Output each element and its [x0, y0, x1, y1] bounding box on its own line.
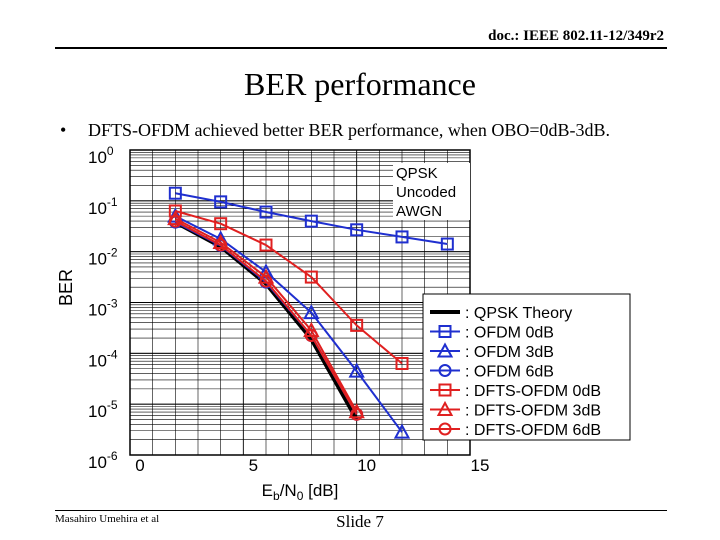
y-tick-label: 10-4: [88, 347, 118, 370]
annotation-text: Uncoded: [396, 184, 456, 201]
series-line: [174, 215, 403, 433]
data-point: [395, 230, 409, 244]
legend-label: : OFDM 0dB: [465, 325, 554, 342]
data-point: [304, 270, 318, 284]
chart-series: [167, 186, 454, 439]
annotation-box: [393, 163, 470, 220]
data-point: [168, 214, 182, 228]
data-point: [167, 210, 184, 226]
annotation-text: QPSK: [396, 165, 438, 182]
chart-legend: : QPSK Theory : OFDM 0dB : OFDM 3dB : OFDM …: [422, 293, 631, 441]
legend-marker: [436, 342, 454, 358]
legend-marker: [438, 325, 452, 338]
chart-axes: 100 10-1 10-2 10-3 10-4 10-5 10-6 0 5 10 15 BER Eb/N…: [56, 144, 489, 503]
data-point: [259, 238, 273, 252]
data-point: [259, 274, 273, 288]
legend-label: : DFTS-OFDM 3dB: [465, 403, 601, 420]
chart-annotation: QPSK Uncoded AWGN: [393, 163, 470, 220]
series-line: [175, 210, 403, 365]
data-point: [303, 304, 320, 320]
data-point: [348, 403, 365, 419]
legend-label: : QPSK Theory: [465, 305, 572, 322]
header-divider: [55, 47, 667, 49]
y-tick-label: 10-1: [88, 195, 118, 218]
y-tick-label: 10-3: [88, 297, 118, 320]
legend-label: : DFTS-OFDM 6dB: [465, 422, 601, 439]
x-tick-label: 0: [135, 456, 144, 475]
y-axis-label: BER: [56, 269, 76, 306]
legend-marker: [436, 400, 454, 416]
data-point: [214, 238, 228, 252]
data-point: [350, 223, 364, 237]
data-point: [440, 237, 454, 251]
series-line: [174, 217, 358, 413]
annotation-text: AWGN: [396, 203, 442, 220]
legend-label: : OFDM 3dB: [465, 344, 554, 361]
series-line: [174, 220, 358, 415]
data-point: [304, 214, 318, 228]
x-tick-label: 10: [357, 456, 376, 475]
data-point: [304, 329, 318, 343]
data-point: [395, 357, 409, 370]
legend-marker: [438, 422, 452, 436]
document-id: doc.: IEEE 802.11-12/349r2: [488, 28, 664, 44]
series-6: [168, 214, 364, 421]
x-tick-label: 5: [249, 456, 258, 475]
y-tick-label: 10-5: [88, 398, 118, 421]
data-point: [214, 195, 228, 209]
x-axis-label: Eb/N0 [dB]: [262, 481, 339, 503]
y-tick-label: 100: [88, 144, 114, 167]
bullet-text: DFTS-OFDM achieved better BER performanc…: [88, 120, 611, 140]
footer-divider: [55, 510, 667, 511]
legend-box: [422, 293, 631, 441]
y-tick-label: 10-6: [88, 449, 118, 472]
legend-marker: [438, 383, 452, 397]
data-point: [393, 423, 411, 439]
legend-label: : OFDM 6dB: [465, 364, 554, 381]
data-point: [350, 318, 364, 332]
footer-author: Masahiro Umehira et al: [55, 513, 160, 525]
data-point: [350, 407, 364, 421]
y-tick-label: 10-2: [88, 246, 118, 269]
x-tick-label: 15: [471, 456, 490, 475]
data-point: [212, 233, 229, 250]
legend-label: : DFTS-OFDM 0dB: [465, 383, 601, 400]
data-point: [348, 362, 365, 378]
series-1: [168, 186, 454, 251]
data-point: [259, 205, 273, 219]
slide-number: Slide 7: [336, 512, 384, 531]
series-line: [175, 192, 448, 246]
bullet-marker: •: [60, 120, 67, 140]
data-point: [214, 217, 228, 231]
slide-title: BER performance: [244, 66, 476, 102]
legend-marker: [438, 364, 452, 377]
data-point: [168, 186, 182, 200]
